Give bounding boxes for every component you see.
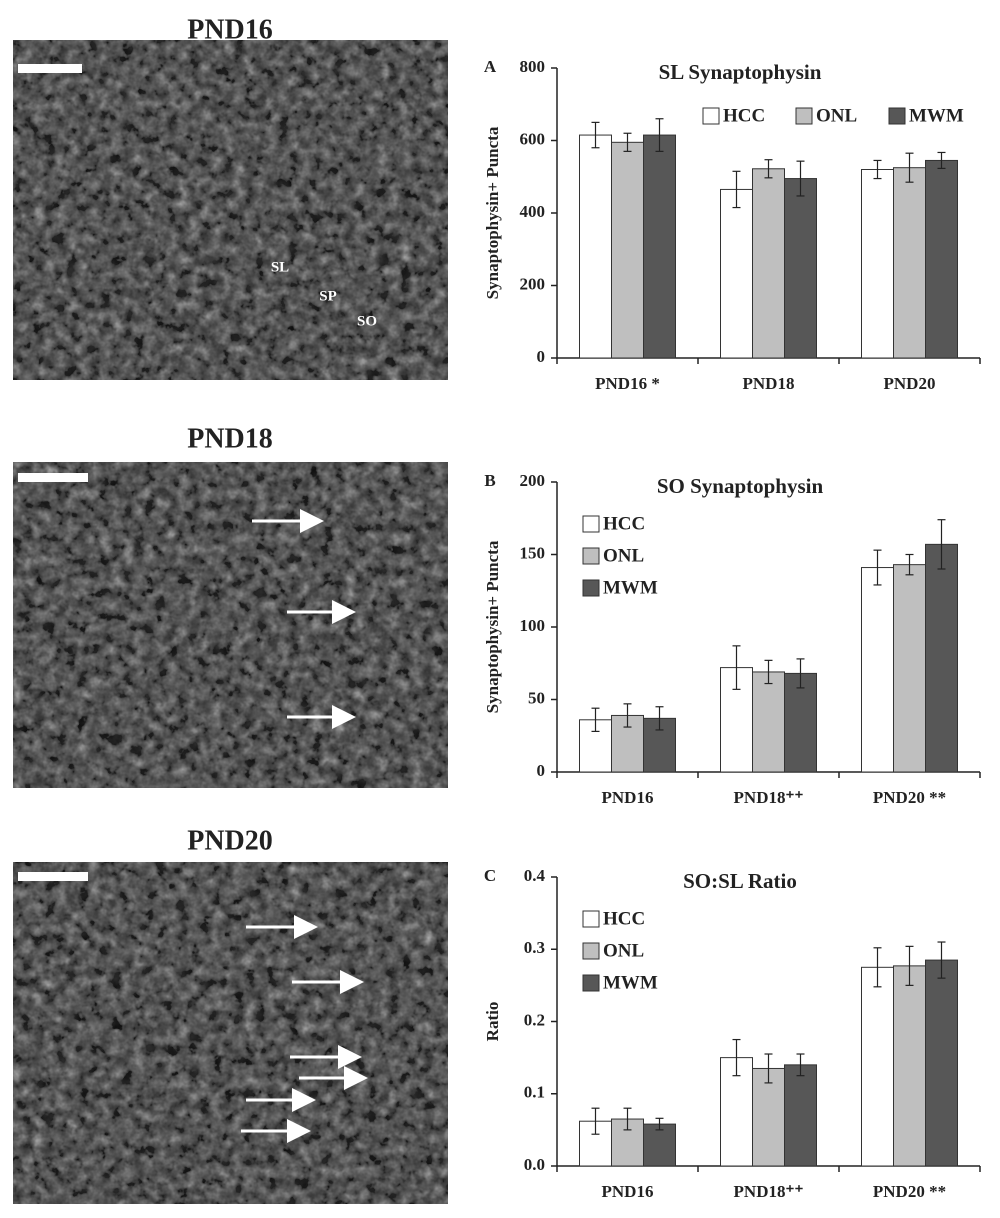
region-label: SL [271,259,289,275]
image-title: PND18 [187,423,273,454]
legend-label: ONL [816,105,857,126]
region-label: SP [319,288,337,304]
image-title: PND20 [187,825,273,856]
y-tick-label: 50 [528,688,545,707]
x-tick-label: PND20 [884,374,936,393]
x-tick-label: PND18⁺⁺ [734,788,804,807]
legend-swatch [582,579,600,597]
y-tick-label: 0.2 [524,1010,545,1029]
legend-label: MWM [603,577,658,598]
bar [579,134,612,359]
legend-label: HCC [723,105,765,126]
y-tick-label: 150 [520,543,546,562]
chart-title: SO:SL Ratio [683,869,797,893]
bar [861,169,894,359]
bar [611,141,644,359]
micrograph [13,40,448,380]
y-axis-label: Synaptophysin+ Puncta [483,540,502,713]
legend-swatch [582,515,600,533]
legend-label: ONL [603,545,644,566]
legend-label: ONL [603,940,644,961]
legend-swatch [582,910,600,928]
legend-swatch [888,107,906,125]
micrograph [13,462,448,788]
legend-label: MWM [909,105,964,126]
y-tick-label: 0.1 [524,1083,545,1102]
chart-title: SL Synaptophysin [659,60,822,84]
x-tick-label: PND16 [602,788,654,807]
y-tick-label: 100 [520,616,546,635]
x-tick-label: PND18⁺⁺ [734,1182,804,1201]
y-tick-label: 400 [520,202,546,221]
bar [893,167,926,359]
legend-swatch [582,974,600,992]
legend-swatch [582,547,600,565]
y-axis-label: Ratio [483,1002,502,1042]
bar [861,567,894,773]
panel-letter: B [484,471,495,490]
panel-letter: A [484,57,497,76]
y-tick-label: 600 [520,129,546,148]
bar [893,965,926,1167]
legend-label: HCC [603,908,645,929]
bar [925,159,958,359]
bar [925,543,958,773]
bar [643,134,676,359]
micrograph [13,862,448,1204]
y-tick-label: 200 [520,274,546,293]
y-tick-label: 0 [537,347,546,366]
bar [925,959,958,1167]
y-tick-label: 0.3 [524,938,545,957]
y-tick-label: 800 [520,57,546,76]
region-label: SO [357,313,377,329]
panel-letter: C [484,866,496,885]
x-tick-label: PND16 * [595,374,660,393]
y-tick-label: 0.4 [524,866,546,885]
bar [861,966,894,1167]
bar [752,168,785,359]
x-tick-label: PND20 ** [873,788,946,807]
legend-swatch [795,107,813,125]
bar [784,178,817,359]
bar [720,188,753,359]
y-axis-label: Synaptophysin+ Puncta [483,126,502,299]
legend-swatch [582,942,600,960]
bar [784,1064,817,1167]
y-tick-label: 0 [537,761,546,780]
chart-title: SO Synaptophysin [657,474,824,498]
x-tick-label: PND18 [743,374,795,393]
bar [893,564,926,773]
bar [752,671,785,773]
x-tick-label: PND16 [602,1182,654,1201]
legend-label: MWM [603,972,658,993]
x-tick-label: PND20 ** [873,1182,946,1201]
legend-label: HCC [603,513,645,534]
y-tick-label: 0.0 [524,1155,545,1174]
y-tick-label: 200 [520,471,546,490]
image-title: PND16 [187,14,273,45]
legend-swatch [702,107,720,125]
